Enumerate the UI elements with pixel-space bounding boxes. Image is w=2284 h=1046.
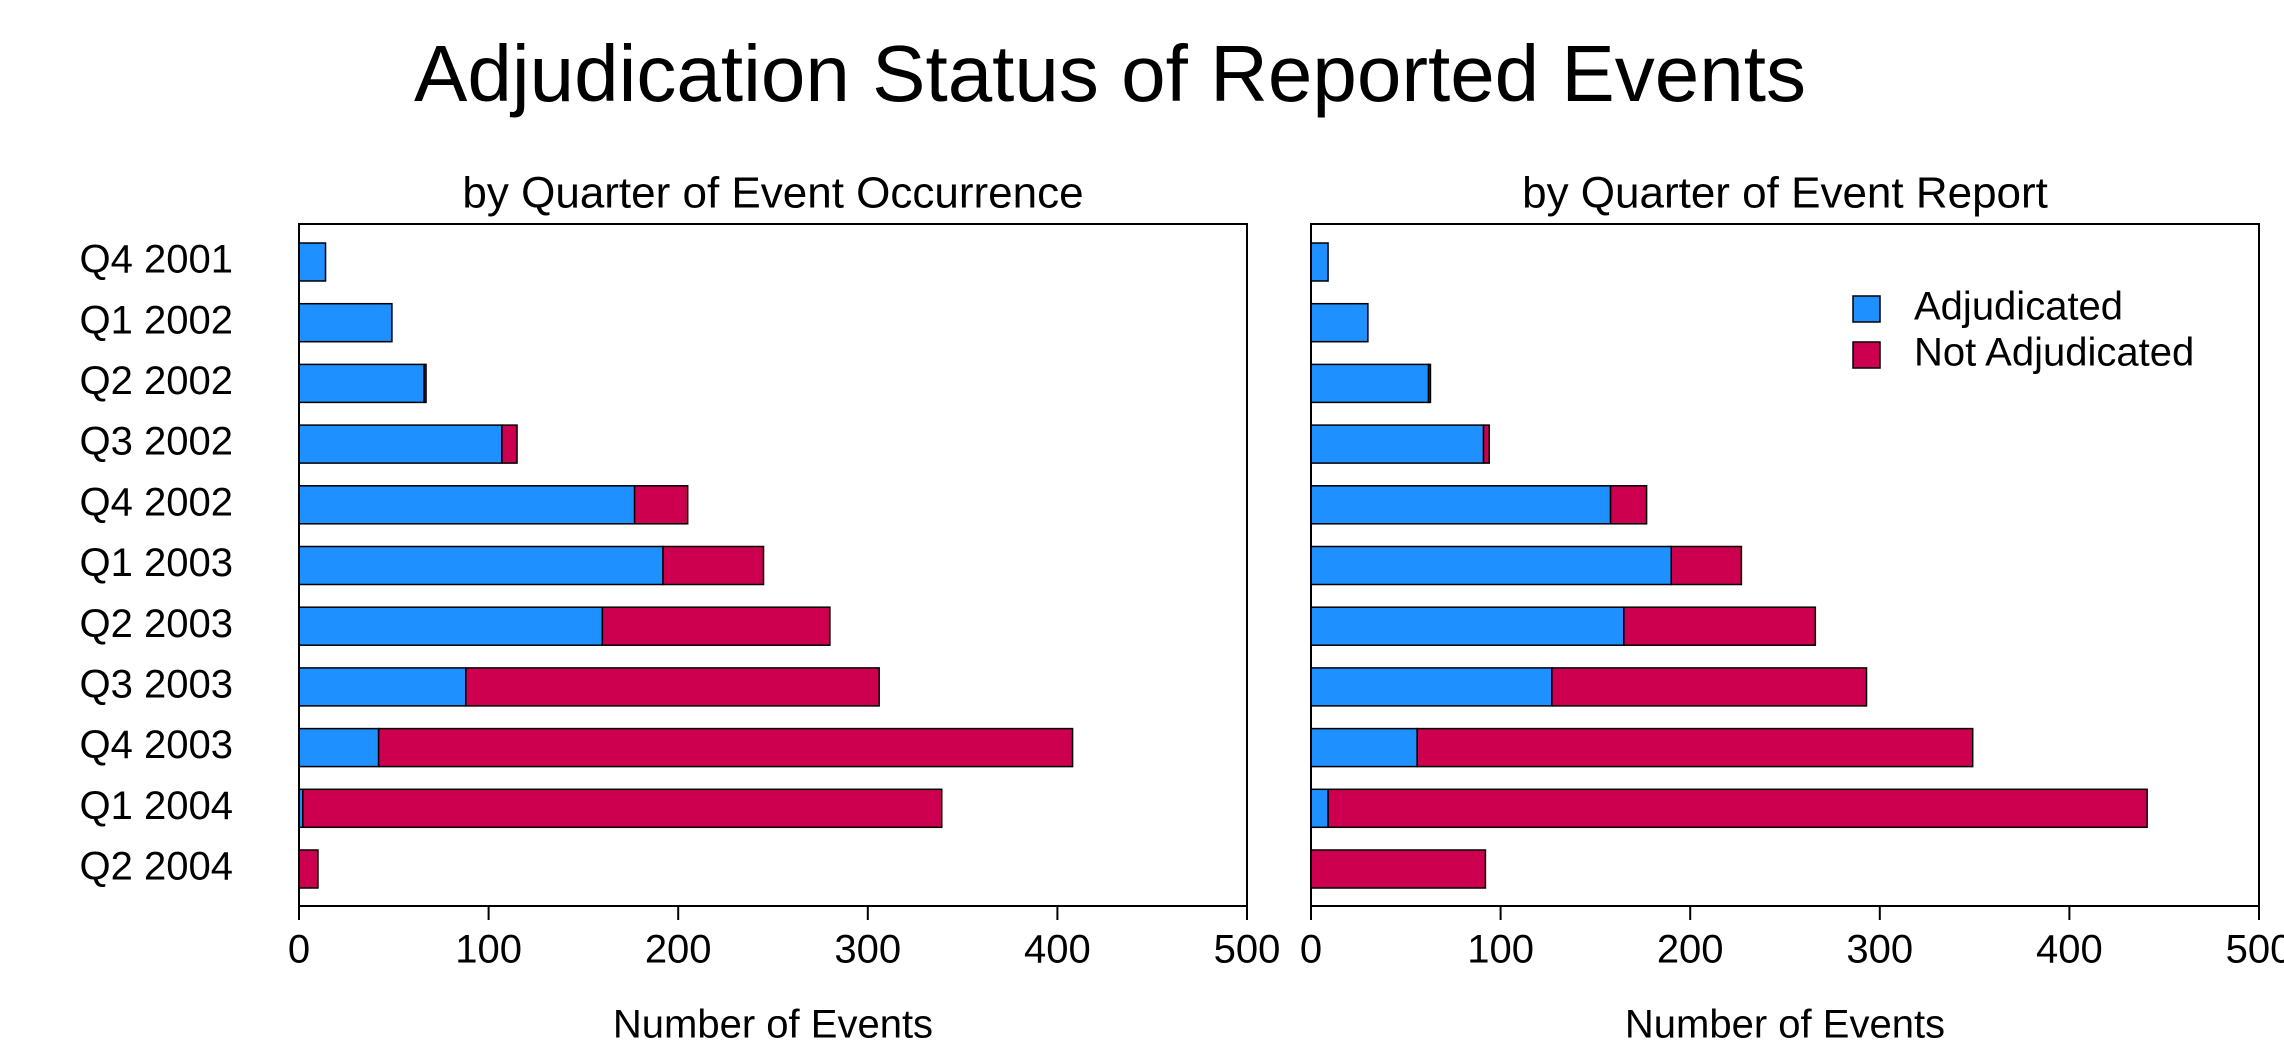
y-tick-label: Q4 2002	[80, 480, 233, 524]
x-tick-label: 500	[2226, 928, 2284, 972]
x-tick-label: 300	[834, 928, 901, 972]
x-tick-label: 400	[2036, 928, 2103, 972]
y-tick-label: Q3 2003	[80, 662, 233, 706]
y-tick-label: Q4 2001	[80, 238, 233, 282]
bar-segment	[298, 424, 503, 464]
legend-label: Adjudicated	[1914, 285, 2123, 329]
bar-segment	[1310, 606, 1625, 646]
bar-segment	[1310, 727, 1418, 768]
x-tick-label: 0	[1300, 928, 1322, 972]
bar-segment	[298, 242, 327, 282]
x-tick-label: 500	[1214, 928, 1281, 972]
bar-segment	[601, 606, 831, 646]
x-tick-label: 200	[645, 928, 712, 972]
y-tick-label: Q2 2003	[80, 602, 233, 646]
x-tick-label: 400	[1024, 928, 1091, 972]
bar-segment	[1310, 667, 1553, 707]
bar-segment	[1310, 545, 1672, 586]
bar-segment	[1623, 606, 1817, 646]
bar-segment	[298, 485, 636, 525]
y-tick-label: Q2 2004	[80, 845, 233, 889]
x-tick-label: 100	[455, 928, 522, 972]
bar-segment	[1310, 788, 1329, 829]
bar-segment	[298, 727, 380, 768]
chart-title: Adjudication Status of Reported Events	[414, 29, 1806, 118]
bar-segment	[1310, 363, 1430, 404]
bar-segment	[298, 667, 467, 707]
bar-segment	[1310, 424, 1485, 464]
subtitle: by Quarter of Event Report	[1522, 169, 2048, 218]
legend-swatch	[1852, 295, 1881, 323]
x-tick-label: 300	[1846, 928, 1913, 972]
x-tick-label: 100	[1467, 928, 1534, 972]
bar-segment	[298, 363, 425, 404]
bar-segment	[1310, 485, 1612, 525]
bar-segment	[1310, 302, 1369, 343]
bar-segment	[298, 849, 319, 889]
bar-segment	[423, 363, 427, 404]
bar-segment	[1609, 485, 1648, 525]
plot-frame	[1310, 223, 2260, 907]
bar-segment	[1551, 667, 1868, 707]
bar-segment	[633, 485, 689, 525]
bar-segment	[1427, 363, 1432, 404]
y-tick-label: Q4 2003	[80, 723, 233, 767]
y-tick-label: Q1 2002	[80, 298, 233, 342]
bar-segment	[662, 545, 765, 586]
legend-swatch	[1852, 341, 1881, 369]
x-tick-label: 0	[288, 928, 310, 972]
bar-segment	[1482, 424, 1490, 464]
bar-segment	[298, 545, 664, 586]
y-tick-label: Q2 2002	[80, 359, 233, 403]
bar-segment	[501, 424, 518, 464]
subtitle: by Quarter of Event Occurrence	[462, 169, 1083, 218]
bar-segment	[1310, 849, 1487, 889]
bar-segment	[1327, 788, 2148, 829]
bar-segment	[1670, 545, 1743, 586]
bar-segment	[1416, 727, 1974, 768]
bar-segment	[377, 727, 1074, 768]
bar-segment	[302, 788, 943, 829]
bar-segment	[465, 667, 880, 707]
legend-label: Not Adjudicated	[1914, 331, 2194, 375]
y-tick-label: Q3 2002	[80, 420, 233, 464]
y-tick-label: Q1 2004	[80, 784, 233, 828]
x-axis-label: Number of Events	[613, 1003, 933, 1046]
x-axis-label: Number of Events	[1625, 1003, 1945, 1046]
bar-segment	[298, 606, 604, 646]
y-tick-label: Q1 2003	[80, 541, 233, 585]
x-tick-label: 200	[1657, 928, 1724, 972]
bar-segment	[298, 302, 393, 343]
plot-frame	[298, 223, 1248, 907]
bar-segment	[1310, 242, 1329, 282]
